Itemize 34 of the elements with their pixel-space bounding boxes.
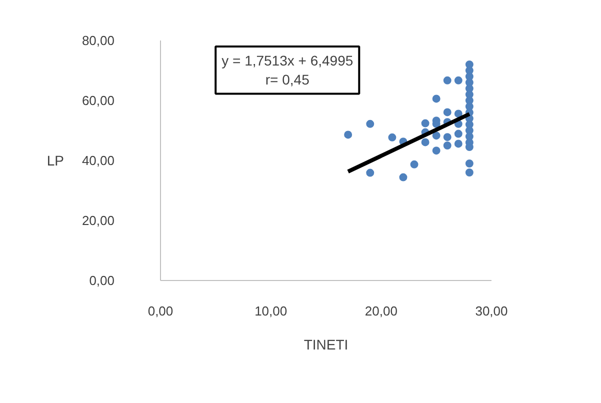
point [432, 94, 440, 103]
point [399, 173, 408, 182]
x-tick-label: 30,00 [475, 304, 508, 318]
y-tick-label: 20,00 [82, 213, 115, 228]
y-axis-title: LP [46, 152, 64, 168]
y-tick-label: 40,00 [82, 153, 115, 168]
point [366, 120, 374, 128]
point [421, 138, 430, 146]
point [410, 160, 418, 168]
point [443, 142, 452, 150]
point [432, 146, 440, 155]
point [465, 160, 474, 168]
point [454, 76, 462, 84]
y-tick-label: 80,00 [82, 33, 115, 48]
y-tick-label: 0,00 [89, 273, 115, 288]
point [388, 133, 396, 142]
x-tick-label: 10,00 [254, 304, 288, 318]
point [432, 132, 440, 140]
point [443, 133, 452, 142]
point [344, 130, 352, 139]
point [465, 168, 474, 176]
annotation: y = 1,7513x + 6,4995 [222, 52, 354, 68]
point [454, 110, 462, 118]
x-axis-title: TINETI [304, 336, 348, 352]
x-tick-label: 0,00 [148, 304, 174, 318]
point [421, 119, 430, 128]
point [454, 140, 462, 148]
point [454, 130, 462, 138]
x-tick-label: 20,00 [364, 304, 398, 318]
point [443, 108, 452, 116]
y-tick-label: 60,00 [82, 93, 115, 108]
annotation: r= 0,45 [265, 72, 310, 88]
point [443, 76, 452, 84]
point [366, 168, 374, 177]
